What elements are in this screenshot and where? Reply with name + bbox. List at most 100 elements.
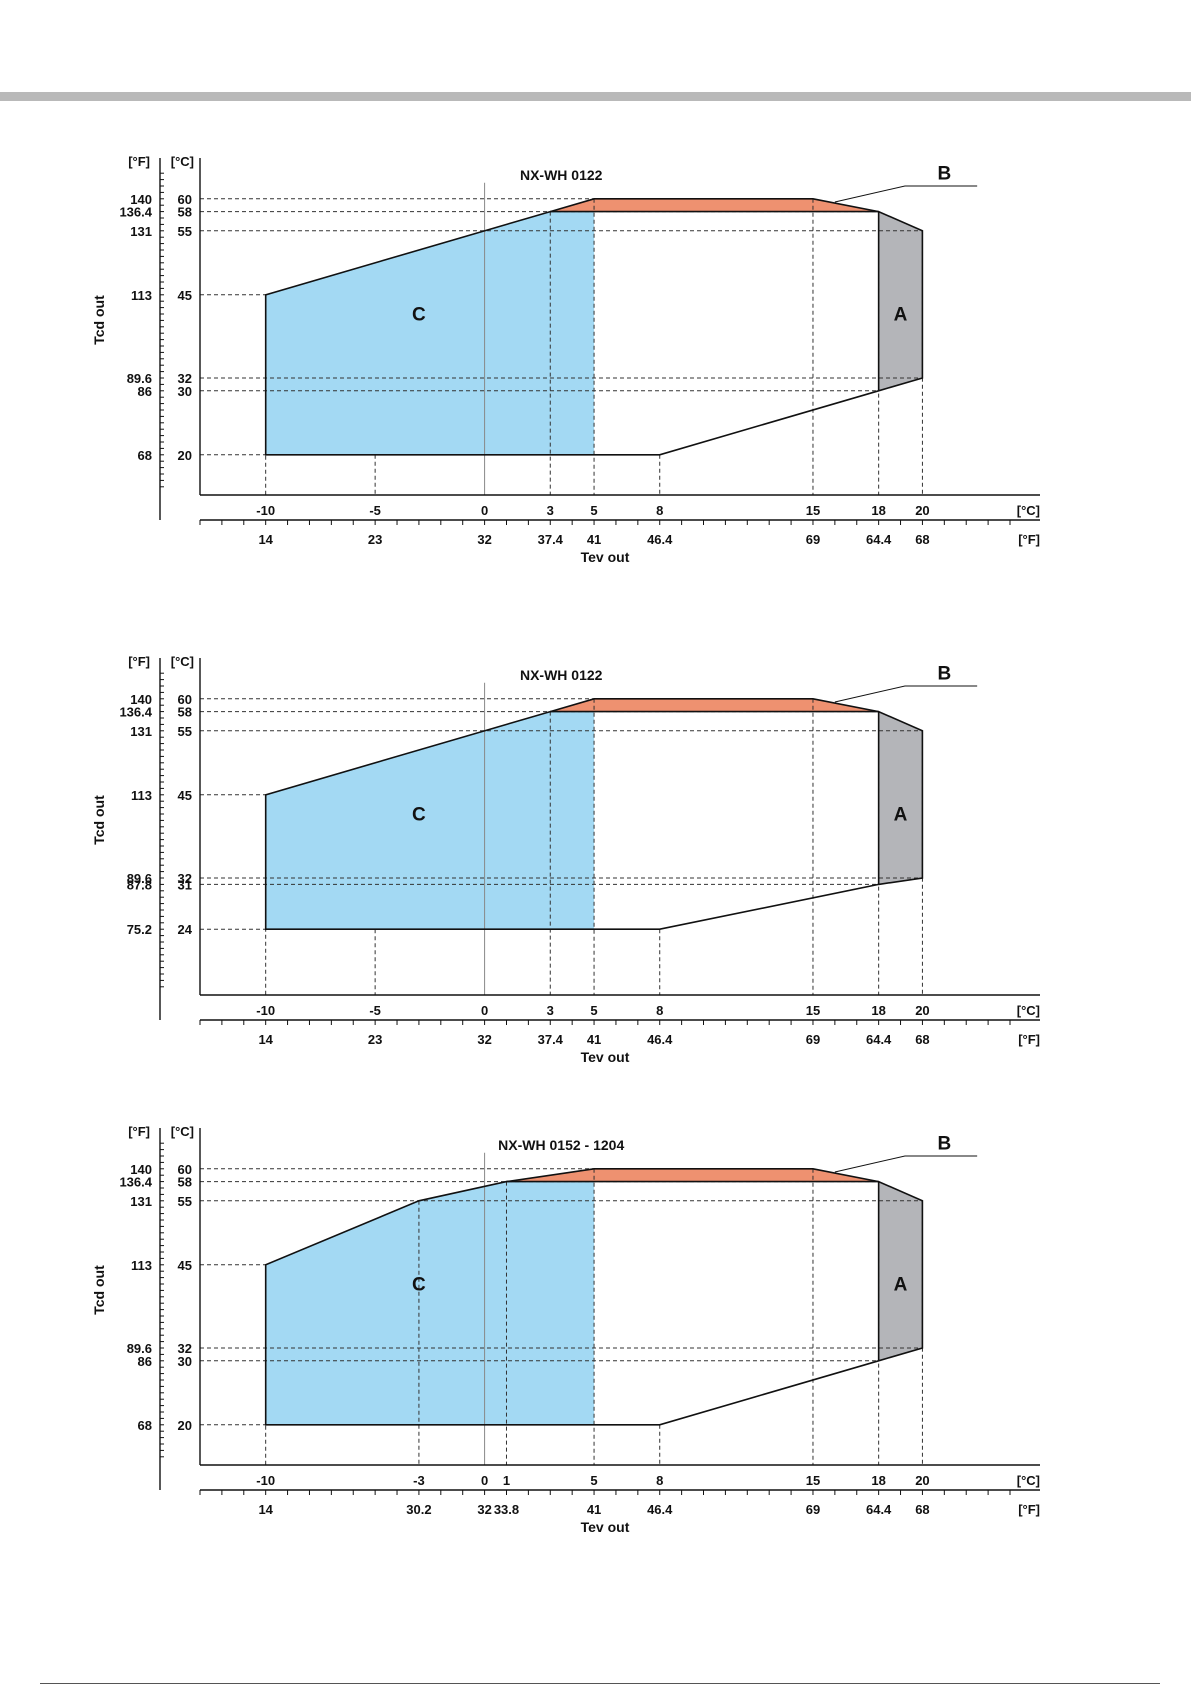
y-tick-label-celsius: 45	[178, 788, 192, 803]
x-tick-label-fahrenheit: 14	[258, 532, 273, 547]
y-tick-label-celsius: 30	[178, 384, 192, 399]
y-tick-label-fahrenheit: 86	[138, 1354, 152, 1369]
y-tick-label-celsius: 32	[178, 371, 192, 386]
y-tick-label-fahrenheit: 89.6	[127, 1341, 152, 1356]
x-tick-label-fahrenheit: 37.4	[538, 1032, 564, 1047]
x-tick-label-fahrenheit: 23	[368, 532, 382, 547]
y-axis-label: Tcd out	[91, 1265, 107, 1315]
y-tick-label-celsius: 60	[178, 192, 192, 207]
operating-envelope-chart-1: 6014058136.455131451133289.630862068-101…	[91, 154, 1040, 565]
y-unit-fahrenheit: [°F]	[128, 154, 150, 169]
x-tick-label-celsius: -5	[369, 1003, 381, 1018]
x-tick-label-fahrenheit: 32	[477, 532, 491, 547]
x-tick-label-celsius: 0	[481, 503, 488, 518]
x-tick-label-fahrenheit: 23	[368, 1032, 382, 1047]
x-tick-label-fahrenheit: 64.4	[866, 532, 892, 547]
x-tick-label-fahrenheit: 69	[806, 1502, 820, 1517]
x-tick-label-fahrenheit: 32	[477, 1502, 491, 1517]
zone-c-area	[265, 711, 595, 930]
y-tick-label-fahrenheit: 131	[130, 224, 152, 239]
x-tick-label-celsius: 15	[806, 1003, 820, 1018]
x-tick-label-celsius: 20	[915, 1003, 929, 1018]
x-tick-label-celsius: -5	[369, 503, 381, 518]
x-unit-fahrenheit: [°F]	[1018, 1502, 1040, 1517]
x-tick-label-fahrenheit: 64.4	[866, 1502, 892, 1517]
x-tick-label-fahrenheit: 69	[806, 1032, 820, 1047]
operating-envelope-chart-3: 6014058136.455131451133289.630862068-101…	[91, 1124, 1040, 1535]
zone-c-label: C	[412, 1274, 426, 1295]
x-tick-label-fahrenheit: 41	[587, 532, 601, 547]
zone-b-label: B	[937, 164, 951, 185]
zone-a-area	[878, 1181, 923, 1361]
x-tick-label-fahrenheit: 46.4	[647, 532, 673, 547]
y-tick-label-celsius: 20	[178, 1418, 192, 1433]
x-tick-label-fahrenheit: 32	[477, 1032, 491, 1047]
x-tick-label-celsius: 3	[547, 1003, 554, 1018]
y-tick-label-celsius: 58	[178, 205, 192, 220]
x-unit-celsius: [°C]	[1017, 1003, 1040, 1018]
x-unit-celsius: [°C]	[1017, 1473, 1040, 1488]
y-tick-label-fahrenheit: 136.4	[119, 705, 152, 720]
y-axis-label: Tcd out	[91, 295, 107, 345]
x-tick-label-celsius: 8	[656, 503, 663, 518]
y-tick-label-fahrenheit: 86	[138, 384, 152, 399]
zone-b-leader-line	[834, 185, 978, 203]
footer-rule	[40, 1683, 1160, 1684]
x-tick-label-fahrenheit: 30.2	[406, 1502, 431, 1517]
x-tick-label-fahrenheit: 37.4	[538, 532, 564, 547]
y-tick-label-celsius: 55	[178, 1194, 192, 1209]
x-tick-label-celsius: -10	[256, 1473, 275, 1488]
y-tick-label-fahrenheit: 68	[138, 1418, 152, 1433]
zone-a-label: A	[894, 1274, 908, 1295]
y-tick-label-fahrenheit: 140	[130, 192, 152, 207]
x-tick-label-fahrenheit: 33.8	[494, 1502, 519, 1517]
x-tick-label-celsius: 0	[481, 1003, 488, 1018]
zone-a-label: A	[894, 304, 908, 325]
x-tick-label-celsius: -10	[256, 1003, 275, 1018]
y-tick-label-celsius: 20	[178, 448, 192, 463]
x-tick-label-celsius: 18	[871, 1473, 885, 1488]
x-axis-label: Tev out	[581, 1049, 630, 1065]
y-unit-celsius: [°C]	[171, 1124, 194, 1139]
y-unit-fahrenheit: [°F]	[128, 654, 150, 669]
x-tick-label-fahrenheit: 41	[587, 1032, 601, 1047]
y-tick-label-celsius: 45	[178, 1258, 192, 1273]
y-tick-label-celsius: 31	[178, 877, 192, 892]
y-unit-celsius: [°C]	[171, 154, 194, 169]
x-tick-label-celsius: 18	[871, 503, 885, 518]
y-tick-label-celsius: 55	[178, 724, 192, 739]
x-tick-label-fahrenheit: 14	[258, 1502, 273, 1517]
x-unit-fahrenheit: [°F]	[1018, 1032, 1040, 1047]
x-tick-label-celsius: 15	[806, 1473, 820, 1488]
chart-title: NX-WH 0152 - 1204	[498, 1137, 624, 1153]
zone-c-label: C	[412, 304, 426, 325]
x-axis-label: Tev out	[581, 1519, 630, 1535]
y-tick-label-fahrenheit: 131	[130, 1194, 152, 1209]
zone-b-label: B	[937, 664, 951, 685]
x-tick-label-celsius: 20	[915, 1473, 929, 1488]
x-tick-label-celsius: 5	[590, 1003, 597, 1018]
x-tick-label-celsius: 8	[656, 1003, 663, 1018]
y-tick-label-celsius: 58	[178, 705, 192, 720]
y-tick-label-fahrenheit: 131	[130, 724, 152, 739]
y-tick-label-fahrenheit: 140	[130, 692, 152, 707]
y-tick-label-fahrenheit: 136.4	[119, 1175, 152, 1190]
zone-b-area	[550, 698, 879, 712]
y-tick-label-fahrenheit: 136.4	[119, 205, 152, 220]
zone-b-leader-line	[834, 1155, 978, 1173]
zone-b-leader-line	[834, 685, 978, 703]
chart-title: NX-WH 0122	[520, 167, 603, 183]
x-tick-label-celsius: 15	[806, 503, 820, 518]
x-tick-label-celsius: -3	[413, 1473, 425, 1488]
x-tick-label-fahrenheit: 69	[806, 532, 820, 547]
x-tick-label-fahrenheit: 46.4	[647, 1032, 673, 1047]
x-tick-label-celsius: 5	[590, 1473, 597, 1488]
x-unit-celsius: [°C]	[1017, 503, 1040, 518]
x-axis-label: Tev out	[581, 549, 630, 565]
x-unit-fahrenheit: [°F]	[1018, 532, 1040, 547]
zone-c-area	[265, 211, 595, 455]
x-tick-label-celsius: -10	[256, 503, 275, 518]
y-tick-label-fahrenheit: 89.6	[127, 871, 152, 886]
y-tick-label-celsius: 58	[178, 1175, 192, 1190]
zone-c-label: C	[412, 804, 426, 825]
